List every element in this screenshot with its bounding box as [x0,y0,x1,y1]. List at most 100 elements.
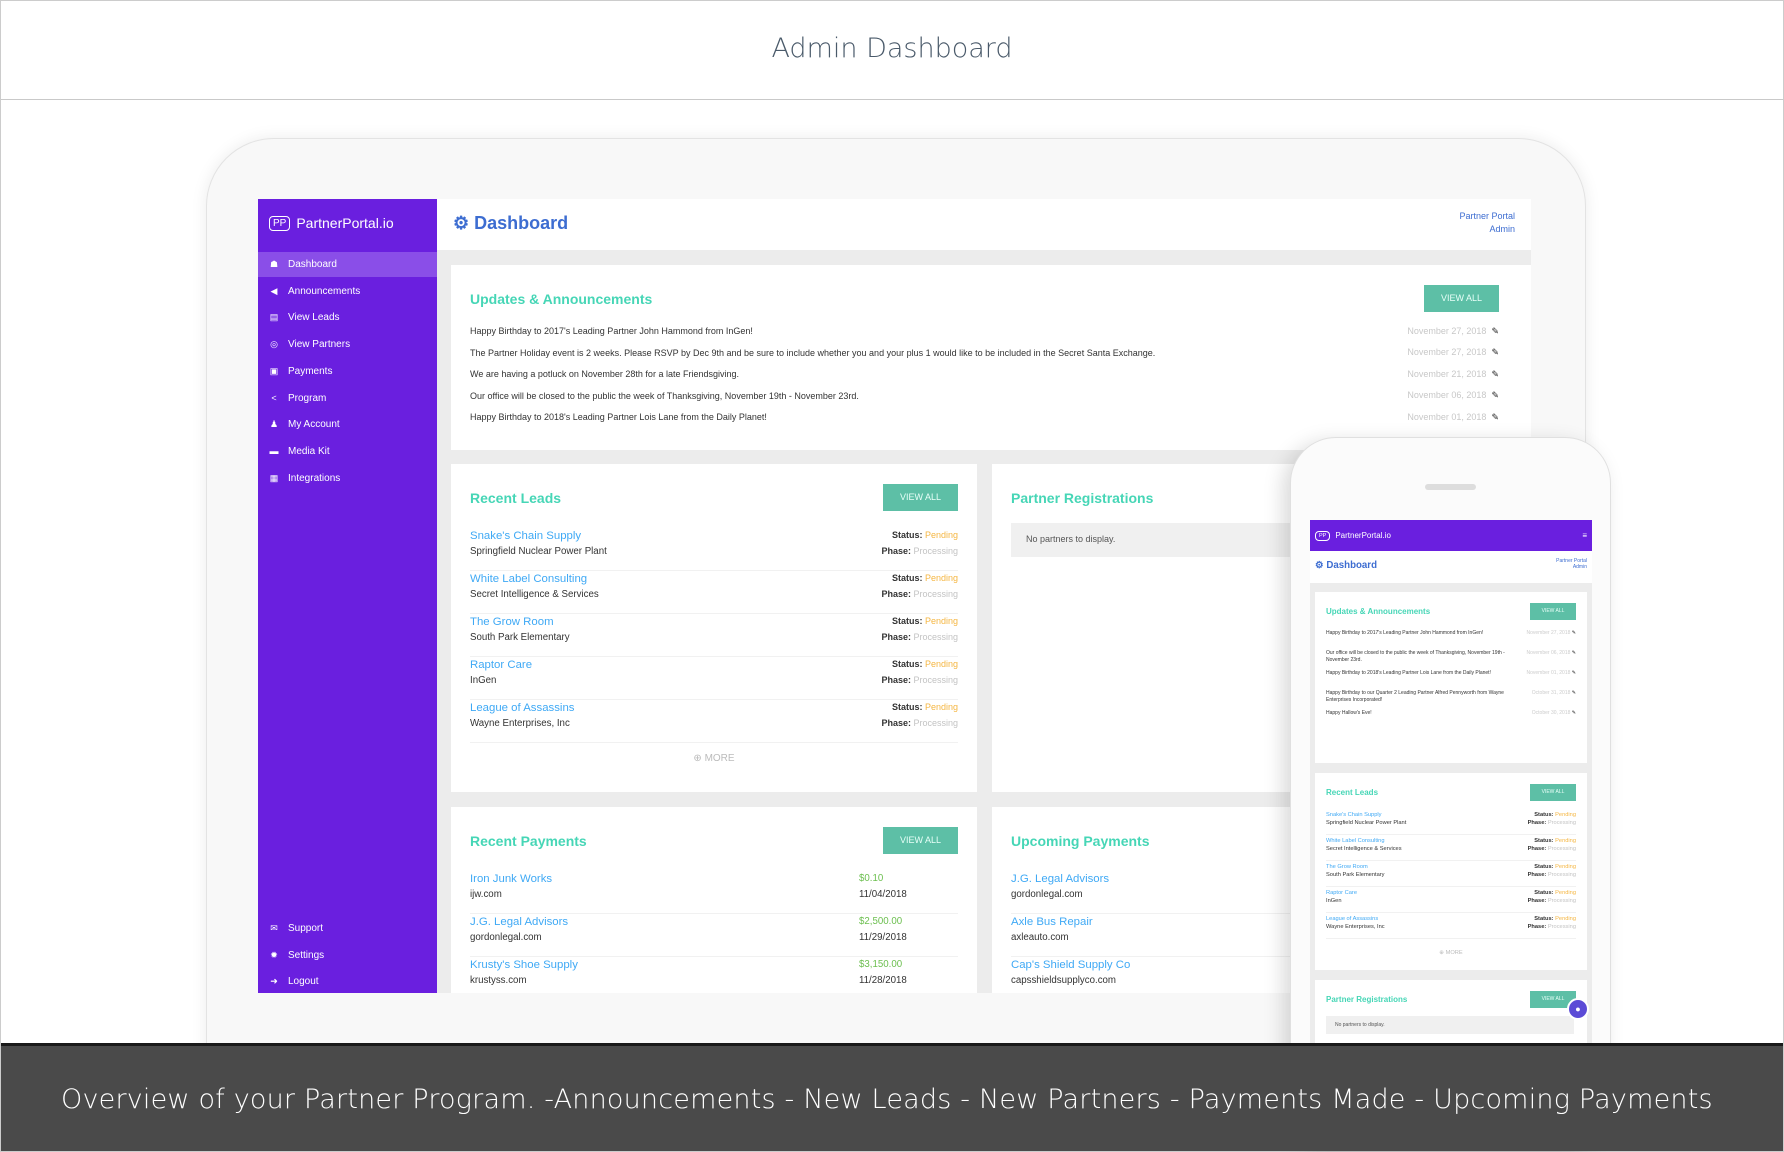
phase-label: Phase: [1527,846,1547,852]
sidebar-item[interactable]: ▦ Integrations [258,466,437,491]
announcement-row[interactable]: Our office will be closed to the public … [470,385,1499,407]
announcement-row[interactable]: Happy Birthday to 2018's Leading Partner… [470,406,1499,428]
lead-name-link[interactable]: Snake's Chain Supply [470,530,582,542]
phase-value: Processing [1547,924,1576,930]
lead-row: Snake's Chain Supply Springfield Nuclear … [470,528,958,571]
upcoming-site: axleauto.com [1011,932,1069,943]
announcement-row[interactable]: Happy Birthday to 2017's Leading Partner… [470,320,1499,342]
view-all-button[interactable]: VIEW ALL [1530,784,1576,801]
payment-date: 11/04/2018 [859,889,907,900]
pencil-icon[interactable]: ✎ [1491,325,1499,336]
pencil-icon[interactable]: ✎ [1571,710,1576,716]
phone-frame: PP PartnerPortal.io ≡ ⚙ Dashboard Partner … [1290,437,1611,1149]
title-bar: Admin Dashboard [1,1,1783,100]
announcement-row[interactable]: Happy Birthday to our Quarter 2 Leading … [1315,688,1587,708]
mobile-topbar: PP PartnerPortal.io ≡ [1310,520,1592,551]
pencil-icon[interactable]: ✎ [1571,650,1576,656]
lead-company: InGen [470,675,497,686]
logo-mark: PP [269,215,291,231]
grid-icon: ▦ [269,472,279,483]
status-label: Status: [891,659,923,669]
lead-name-link[interactable]: The Grow Room [1326,864,1368,870]
announcement-text: Happy Birthday to 2017's Leading Partner… [470,326,753,336]
lead-name-link[interactable]: White Label Consulting [1326,838,1385,844]
announcement-row[interactable]: We are having a potluck on November 28th… [470,363,1499,385]
folder-icon: ▬ [269,446,279,457]
card-title: Updates & Announcements [470,291,653,307]
pencil-icon[interactable]: ✎ [1491,390,1499,401]
empty-message: No partners to display. [1326,1016,1574,1034]
status-label: Status: [1534,838,1554,844]
announcement-row[interactable]: Happy Birthday to 2017's Leading Partner… [1315,628,1587,648]
announcement-row[interactable]: Happy Hallow's Eve! October 30, 2018 ✎ [1315,708,1587,728]
announcement-text: The Partner Holiday event is 2 weeks. Pl… [470,347,1156,358]
lead-name-link[interactable]: League of Assassins [1326,916,1379,922]
account-menu[interactable]: Partner Portal Admin [1556,558,1587,570]
announcement-date: November 21, 2018 [1407,368,1487,379]
announcement-row[interactable]: Happy Birthday to 2018's Leading Partner… [1315,668,1587,688]
lead-company: South Park Elementary [470,632,570,643]
announcement-date: November 06, 2018 [1526,650,1571,656]
lead-name-link[interactable]: White Label Consulting [470,573,588,585]
sidebar-item[interactable]: ▬ Media Kit [258,439,437,464]
pencil-icon[interactable]: ✎ [1491,368,1499,379]
announcement-text: We are having a potluck on November 28th… [470,369,739,380]
pencil-icon[interactable]: ✎ [1491,411,1499,422]
upcoming-row: J.G. Legal Advisors gordonlegal.com [1011,871,1512,914]
more-button[interactable]: ⊕ MORE [1315,950,1587,956]
chat-bubble-icon[interactable]: ● [1567,998,1589,1020]
sidebar-item[interactable]: ➜ Logout [258,969,437,993]
upcoming-name-link[interactable]: Cap's Shield Supply Co [1011,959,1131,971]
logo[interactable]: PP PartnerPortal.io [269,215,394,231]
lead-name-link[interactable]: League of Assassins [470,702,575,714]
sidebar-item[interactable]: ◀ Announcements [258,279,437,304]
lead-name-link[interactable]: The Grow Room [470,616,554,628]
pencil-icon[interactable]: ✎ [1571,670,1576,676]
payment-name-link[interactable]: Krusty's Shoe Supply [470,959,578,971]
sidebar-item[interactable]: ☗ Dashboard [258,252,437,277]
upcoming-name-link[interactable]: J.G. Legal Advisors [1011,873,1110,885]
payment-name-link[interactable]: Iron Junk Works [470,873,553,885]
announcement-row[interactable]: The Partner Holiday event is 2 weeks. Pl… [470,342,1499,364]
hamburger-menu-icon[interactable]: ≡ [1582,531,1587,540]
pencil-icon[interactable]: ✎ [1571,690,1576,696]
phase-label: Phase: [881,718,911,728]
view-all-button[interactable]: VIEW ALL [1530,991,1576,1008]
sidebar-item-label: View Leads [288,312,340,324]
sidebar-item[interactable]: ◎ View Partners [258,332,437,357]
view-all-button[interactable]: VIEW ALL [883,484,958,511]
bullhorn-icon: ◀ [270,285,278,296]
view-all-button[interactable]: VIEW ALL [883,827,958,854]
more-button[interactable]: ⊕ MORE [451,753,977,764]
lead-company: Secret Intelligence & Services [1326,846,1402,852]
pencil-icon[interactable]: ✎ [1491,347,1499,358]
announcement-row[interactable]: Our office will be closed to the public … [1315,648,1587,668]
lead-name-link[interactable]: Raptor Care [1326,890,1357,896]
upcoming-site: gordonlegal.com [1011,889,1083,900]
sidebar-item[interactable]: < Program [258,386,437,411]
upcoming-name-link[interactable]: Axle Bus Repair [1011,916,1093,928]
payment-site: krustyss.com [470,975,527,986]
phase-value: Processing [913,546,958,556]
pencil-icon[interactable]: ✎ [1571,630,1576,636]
sidebar-item[interactable]: ▤ View Leads [258,305,437,330]
account-menu[interactable]: Partner Portal Admin [1459,210,1515,235]
phase-value: Processing [1547,898,1576,904]
phase-label: Phase: [881,546,911,556]
mobile-leads-card: Recent Leads VIEW ALL Snake's Chain Supp… [1315,773,1587,970]
lead-row: White Label Consulting Secret Intelligenc… [1326,835,1576,861]
sidebar-item[interactable]: ✉ Support [258,916,437,941]
view-all-button[interactable]: VIEW ALL [1424,285,1499,312]
payment-name-link[interactable]: J.G. Legal Advisors [470,916,569,928]
phase-label: Phase: [1527,898,1547,904]
phase-label: Phase: [1527,820,1547,826]
view-all-button[interactable]: VIEW ALL [1530,603,1576,620]
sidebar-item[interactable]: ♟ My Account [258,412,437,437]
lead-name-link[interactable]: Raptor Care [470,659,533,671]
lead-name-link[interactable]: Snake's Chain Supply [1326,812,1382,818]
lead-row: The Grow Room South Park Elementary Status… [1326,861,1576,887]
sidebar-item[interactable]: ✹ Settings [258,943,437,968]
sidebar-item[interactable]: ▣ Payments [258,359,437,384]
upcoming-site: capsshieldsupplyco.com [1011,975,1117,986]
payment-date: 11/28/2018 [859,975,907,986]
